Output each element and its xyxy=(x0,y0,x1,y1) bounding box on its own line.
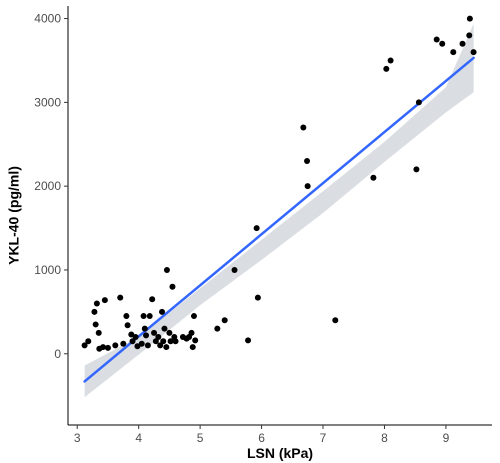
data-point xyxy=(101,297,108,304)
data-point xyxy=(370,174,377,181)
data-point xyxy=(192,337,199,344)
data-point xyxy=(304,183,311,190)
x-tick-label: 3 xyxy=(74,431,81,445)
x-axis-ticks: 3 4 5 6 7 8 9 xyxy=(74,425,450,445)
data-point xyxy=(159,308,166,315)
data-point xyxy=(161,325,168,332)
data-point xyxy=(93,300,100,307)
data-point xyxy=(167,338,174,345)
data-point xyxy=(92,321,99,328)
data-point xyxy=(91,308,98,315)
data-point xyxy=(124,322,131,329)
x-tick-label: 8 xyxy=(381,431,388,445)
data-point xyxy=(140,313,147,320)
data-point xyxy=(387,57,394,64)
data-point xyxy=(85,338,92,345)
data-point xyxy=(383,65,390,72)
data-point xyxy=(104,344,111,351)
data-point xyxy=(166,329,173,336)
data-point xyxy=(100,344,107,351)
regression-line xyxy=(83,56,475,383)
data-point xyxy=(253,225,260,232)
data-point xyxy=(439,40,446,47)
data-point xyxy=(146,313,153,320)
y-axis-title: YKL-40 (pg/ml) xyxy=(6,166,22,265)
y-axis-ticks: 0 1000 2000 3000 4000 xyxy=(34,12,68,361)
x-axis-title: LSN (kPa) xyxy=(247,445,313,461)
confidence-band-layer xyxy=(84,23,474,398)
data-point xyxy=(300,124,307,131)
regression-line-layer xyxy=(83,56,475,383)
data-point xyxy=(129,338,136,345)
data-points-layer xyxy=(81,15,477,352)
x-tick-label: 5 xyxy=(197,431,204,445)
data-point xyxy=(245,337,252,344)
data-point xyxy=(138,340,145,347)
data-point xyxy=(120,340,127,347)
x-tick-label: 6 xyxy=(258,431,265,445)
y-tick-label: 0 xyxy=(54,347,61,361)
data-point xyxy=(169,283,176,290)
data-point xyxy=(149,296,156,303)
data-point xyxy=(172,338,179,345)
data-point xyxy=(163,266,170,273)
y-tick-label: 1000 xyxy=(34,263,61,277)
y-tick-label: 3000 xyxy=(34,95,61,109)
data-point xyxy=(117,294,124,301)
data-point xyxy=(459,40,466,47)
data-point xyxy=(155,334,162,341)
data-point xyxy=(466,32,473,39)
x-tick-label: 7 xyxy=(320,431,327,445)
data-point xyxy=(132,334,139,341)
data-point xyxy=(415,99,422,106)
y-tick-label: 2000 xyxy=(34,179,61,193)
data-point xyxy=(144,342,151,349)
x-tick-label: 9 xyxy=(443,431,450,445)
data-point xyxy=(470,49,477,56)
data-point xyxy=(151,329,158,336)
data-point xyxy=(95,329,102,336)
data-point xyxy=(160,338,167,345)
data-point xyxy=(123,313,130,320)
data-point xyxy=(157,342,164,349)
data-point xyxy=(81,342,88,349)
data-point xyxy=(433,36,440,43)
data-point xyxy=(112,342,119,349)
data-point xyxy=(189,344,196,351)
confidence-band xyxy=(84,23,474,398)
data-point xyxy=(188,329,195,336)
data-point xyxy=(304,158,311,165)
data-point xyxy=(163,344,170,351)
data-point xyxy=(450,49,457,56)
y-tick-label: 4000 xyxy=(34,12,61,26)
x-tick-label: 4 xyxy=(135,431,142,445)
data-point xyxy=(190,313,197,320)
data-point xyxy=(231,266,238,273)
data-point xyxy=(221,317,228,324)
data-point xyxy=(466,15,473,22)
data-point xyxy=(413,166,420,173)
data-point xyxy=(332,317,339,324)
data-point xyxy=(214,325,221,332)
data-point xyxy=(143,332,150,339)
data-point xyxy=(141,325,148,332)
data-point xyxy=(254,294,261,301)
